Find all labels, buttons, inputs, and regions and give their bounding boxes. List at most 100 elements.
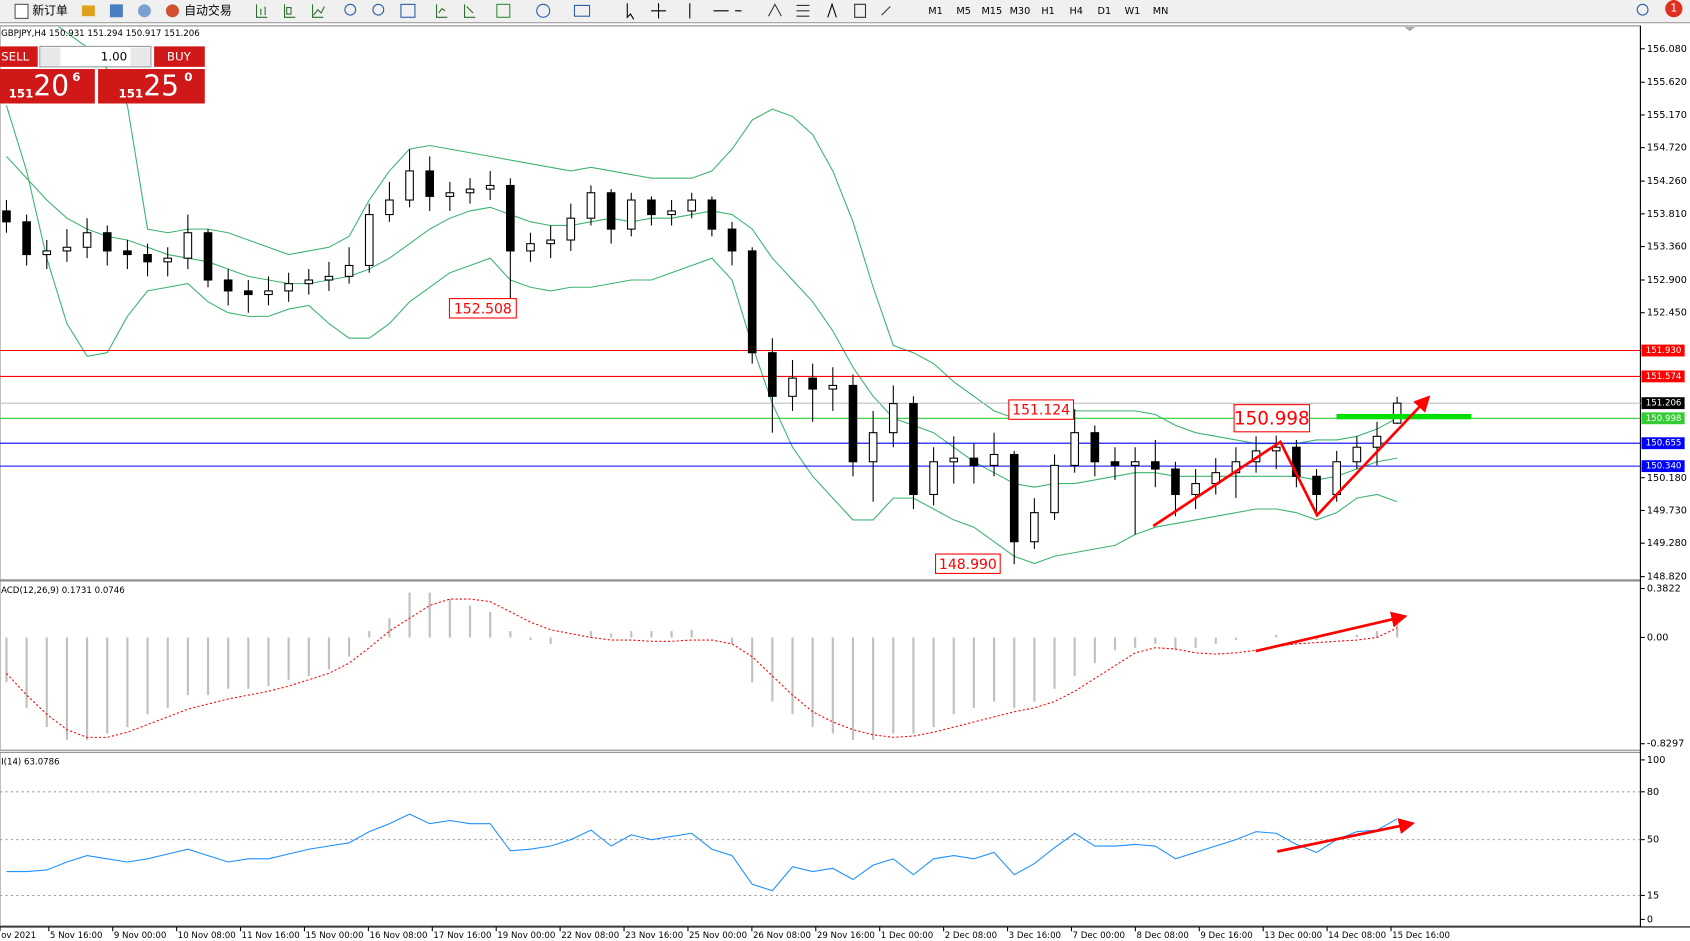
indicator-title: ACD(12,26,9) 0.1731 0.0746 [1, 586, 125, 596]
tool-icon[interactable] [109, 4, 123, 18]
candle-body [828, 384, 838, 390]
candle-body [1392, 402, 1402, 424]
timeframe-button[interactable]: MN [1153, 6, 1169, 17]
y-tick-label: -0.8297 [1647, 739, 1684, 750]
sell-button[interactable] [0, 46, 38, 67]
price-level-tag [1641, 437, 1685, 450]
price-level-tag [1641, 412, 1685, 425]
x-tick-label: 23 Nov 16:00 [625, 931, 683, 941]
candle-body [989, 453, 999, 466]
indicators-icon[interactable] [496, 3, 511, 18]
x-tick-label: 17 Nov 16:00 [433, 931, 491, 941]
y-tick-label: 149.280 [1647, 538, 1687, 549]
candle-icon[interactable] [284, 4, 296, 18]
zoom-in-icon[interactable] [344, 3, 357, 16]
candle-body [1332, 461, 1342, 496]
price-level-label: 151.574 [1646, 372, 1682, 382]
x-tick-label: 19 Nov 00:00 [497, 931, 555, 941]
candle-body [1372, 435, 1382, 448]
macd-pane [0, 580, 1641, 751]
price-level-label: 150.998 [1646, 414, 1682, 424]
lots-field[interactable] [39, 45, 152, 68]
x-tick-label: 1 Dec 00:00 [881, 931, 933, 941]
buy-price-box[interactable] [98, 69, 205, 104]
tool-icon[interactable] [81, 5, 95, 17]
candle-body [1009, 453, 1019, 543]
periods-icon[interactable] [536, 3, 551, 18]
band-middle [6, 156, 1398, 488]
x-tick-label: 26 Nov 08:00 [753, 931, 811, 941]
timeframe-button[interactable]: H4 [1069, 6, 1082, 17]
line-tools[interactable] [689, 3, 742, 19]
tile-icon[interactable] [400, 3, 416, 18]
trend-arrow [1152, 395, 1431, 528]
timeframe-button[interactable]: M1 [928, 6, 943, 17]
zoom-out-icon[interactable] [372, 3, 385, 16]
macd-arrow [1255, 611, 1408, 653]
price-level-label: 150.655 [1646, 439, 1682, 449]
x-tick-label: 9 Dec 16:00 [1200, 931, 1252, 941]
scroll-icon[interactable] [435, 4, 448, 18]
lots-value[interactable]: 1.00 [101, 50, 127, 64]
current-price-tag [1641, 397, 1685, 410]
candle-body [1070, 432, 1079, 466]
y-tick-label: 0.3822 [1647, 584, 1681, 595]
y-tick-label: 50 [1647, 835, 1659, 846]
annotation-box [448, 298, 517, 319]
candle-body [747, 250, 757, 354]
shift-icon[interactable] [463, 4, 476, 18]
timeframe-button[interactable]: M5 [956, 6, 971, 17]
sell-label[interactable]: SELL [1, 50, 30, 64]
candle-body [1150, 461, 1160, 470]
y-tick-label: 0 [1647, 914, 1653, 925]
cursor-icon[interactable] [626, 3, 635, 20]
crosshair-icon[interactable] [650, 3, 667, 19]
candle-body [284, 283, 293, 292]
indicator-title: I(14) 63.0786 [1, 758, 60, 768]
chart-tools [255, 2, 1649, 20]
y-tick-label: 100 [1647, 755, 1666, 766]
auto-trading-button[interactable]: 自动交易 [184, 3, 231, 17]
new-order-icon[interactable] [14, 3, 29, 19]
x-tick-label: 9 Nov 00:00 [114, 931, 167, 941]
y-tick-label: 152.900 [1647, 275, 1687, 286]
buy-label[interactable]: BUY [167, 50, 192, 64]
main-pane [0, 25, 1641, 581]
search-icon[interactable] [1636, 3, 1649, 16]
templates-icon[interactable] [573, 4, 591, 17]
toolbar: 新订单 自动交易 M1 M5 M15 M30 H1 H4 D1 W1 MN 1 [0, 0, 1690, 24]
y-tick-label: 152.450 [1647, 308, 1687, 319]
timeframe-button[interactable]: D1 [1098, 6, 1112, 17]
buy-button[interactable] [154, 46, 205, 67]
sell-price-box[interactable] [0, 69, 95, 104]
text-tool[interactable] [827, 2, 837, 18]
timeframe-button[interactable]: H1 [1041, 6, 1054, 17]
candle-body [42, 250, 52, 256]
draw-tools[interactable] [768, 3, 891, 18]
auto-trading-icon[interactable] [165, 4, 179, 18]
y-tick-label: 154.720 [1647, 143, 1687, 154]
new-order-button[interactable]: 新订单 [32, 3, 68, 17]
line-icon[interactable] [312, 4, 325, 18]
timeframe-button[interactable]: W1 [1125, 6, 1141, 17]
lots-down[interactable] [40, 47, 61, 66]
bar-chart-icon[interactable] [255, 4, 268, 18]
candle-body [808, 377, 817, 390]
candle-body [304, 279, 314, 285]
candle-body [1171, 468, 1180, 496]
timeframe-button[interactable]: M15 [981, 6, 1002, 17]
x-tick-label: ov 2021 [1, 931, 36, 941]
candle-body [385, 199, 394, 216]
candle-body [465, 188, 475, 194]
toolbar-bg [0, 0, 1690, 23]
tool-icon[interactable] [137, 4, 151, 18]
current-price-label: 151.206 [1646, 399, 1682, 409]
notification-badge[interactable] [1665, 0, 1683, 18]
candle-body [1030, 512, 1039, 543]
candle-body [506, 184, 515, 252]
lots-up[interactable] [130, 47, 150, 66]
candle-body [909, 403, 918, 496]
timeframe-button[interactable]: M30 [1010, 6, 1031, 17]
y-tick-label: 148.820 [1647, 572, 1687, 583]
x-tick-label: 8 Dec 08:00 [1136, 931, 1188, 941]
